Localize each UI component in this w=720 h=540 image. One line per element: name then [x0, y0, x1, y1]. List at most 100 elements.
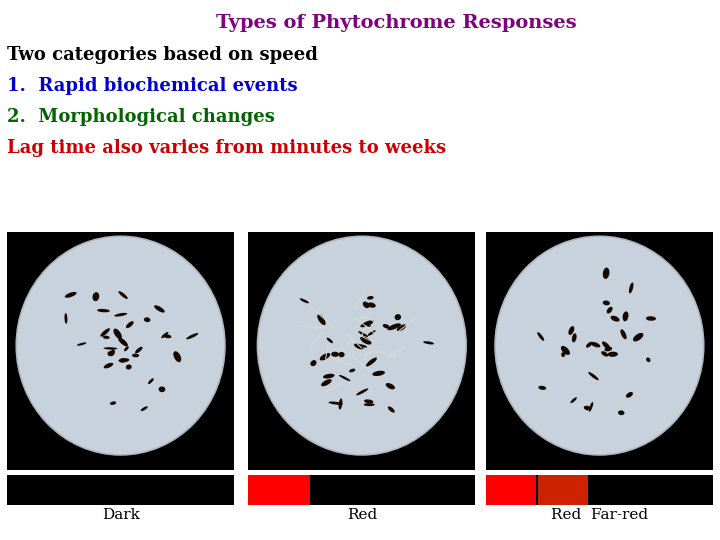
Ellipse shape — [602, 341, 611, 349]
Ellipse shape — [327, 338, 333, 343]
Ellipse shape — [331, 352, 339, 357]
Ellipse shape — [148, 378, 154, 384]
Ellipse shape — [368, 302, 376, 308]
Bar — [248, 475, 475, 505]
Ellipse shape — [300, 298, 309, 303]
Ellipse shape — [65, 313, 68, 324]
Ellipse shape — [258, 237, 466, 455]
Ellipse shape — [618, 410, 624, 415]
Ellipse shape — [561, 346, 570, 355]
Bar — [486, 232, 713, 470]
Ellipse shape — [310, 360, 317, 366]
Ellipse shape — [608, 352, 618, 357]
Ellipse shape — [356, 388, 368, 395]
Bar — [7, 232, 234, 470]
Ellipse shape — [17, 237, 225, 455]
Ellipse shape — [495, 237, 703, 455]
Ellipse shape — [161, 332, 168, 338]
Ellipse shape — [158, 387, 166, 392]
Ellipse shape — [338, 352, 345, 357]
Bar — [538, 475, 588, 505]
Ellipse shape — [360, 336, 372, 345]
Ellipse shape — [629, 282, 634, 293]
Ellipse shape — [603, 300, 610, 305]
Ellipse shape — [113, 328, 122, 339]
Ellipse shape — [65, 292, 76, 298]
Ellipse shape — [589, 402, 593, 411]
Ellipse shape — [174, 351, 181, 362]
Ellipse shape — [605, 347, 612, 352]
Ellipse shape — [572, 333, 577, 342]
Ellipse shape — [104, 347, 117, 349]
Ellipse shape — [321, 379, 332, 386]
Text: Lag time also varies from minutes to weeks: Lag time also varies from minutes to wee… — [7, 139, 446, 157]
Ellipse shape — [120, 358, 126, 363]
Text: 2.  Morphological changes: 2. Morphological changes — [7, 108, 275, 126]
Ellipse shape — [364, 403, 374, 406]
Ellipse shape — [584, 406, 591, 410]
Ellipse shape — [386, 383, 395, 389]
Ellipse shape — [318, 314, 325, 325]
Ellipse shape — [118, 338, 128, 347]
Ellipse shape — [323, 374, 335, 379]
Ellipse shape — [568, 326, 575, 335]
Ellipse shape — [100, 328, 110, 336]
Ellipse shape — [363, 301, 369, 308]
Text: Two categories based on speed: Two categories based on speed — [7, 46, 318, 64]
Ellipse shape — [135, 347, 143, 353]
Ellipse shape — [320, 353, 330, 361]
Ellipse shape — [646, 316, 656, 321]
Ellipse shape — [360, 320, 374, 327]
Ellipse shape — [349, 369, 356, 373]
Ellipse shape — [328, 402, 343, 405]
Ellipse shape — [388, 407, 395, 413]
Text: Red: Red — [346, 508, 377, 522]
Ellipse shape — [132, 354, 139, 357]
Ellipse shape — [367, 296, 374, 300]
Ellipse shape — [126, 364, 132, 369]
Ellipse shape — [537, 332, 544, 341]
Ellipse shape — [110, 349, 115, 356]
Ellipse shape — [163, 334, 171, 338]
Ellipse shape — [539, 386, 546, 390]
Ellipse shape — [601, 351, 608, 356]
Ellipse shape — [611, 316, 620, 322]
Ellipse shape — [623, 312, 629, 321]
Ellipse shape — [186, 333, 198, 339]
Text: Dark: Dark — [102, 508, 140, 522]
Ellipse shape — [126, 321, 134, 328]
Ellipse shape — [77, 342, 86, 346]
Ellipse shape — [588, 372, 599, 380]
Ellipse shape — [607, 307, 613, 314]
Ellipse shape — [110, 401, 116, 405]
Ellipse shape — [365, 322, 371, 327]
Ellipse shape — [383, 324, 390, 328]
Bar — [248, 475, 310, 505]
Ellipse shape — [338, 399, 343, 409]
Ellipse shape — [92, 292, 99, 301]
Ellipse shape — [603, 267, 609, 279]
Bar — [248, 232, 475, 470]
Ellipse shape — [395, 314, 401, 320]
Ellipse shape — [119, 291, 127, 299]
Ellipse shape — [626, 392, 633, 398]
Ellipse shape — [397, 325, 406, 331]
Ellipse shape — [97, 309, 110, 312]
Ellipse shape — [104, 363, 113, 368]
Bar — [7, 475, 234, 505]
Bar — [486, 475, 536, 505]
Ellipse shape — [387, 323, 401, 330]
Ellipse shape — [114, 313, 127, 316]
Ellipse shape — [144, 318, 150, 322]
Ellipse shape — [103, 336, 109, 339]
Text: Red  Far-red: Red Far-red — [551, 508, 648, 522]
Text: Types of Phytochrome Responses: Types of Phytochrome Responses — [216, 14, 576, 31]
Ellipse shape — [354, 343, 364, 349]
Ellipse shape — [118, 358, 130, 362]
Ellipse shape — [586, 342, 593, 348]
Ellipse shape — [339, 375, 351, 381]
Ellipse shape — [621, 329, 626, 339]
Ellipse shape — [561, 352, 565, 357]
Ellipse shape — [590, 342, 600, 347]
Bar — [486, 475, 713, 505]
